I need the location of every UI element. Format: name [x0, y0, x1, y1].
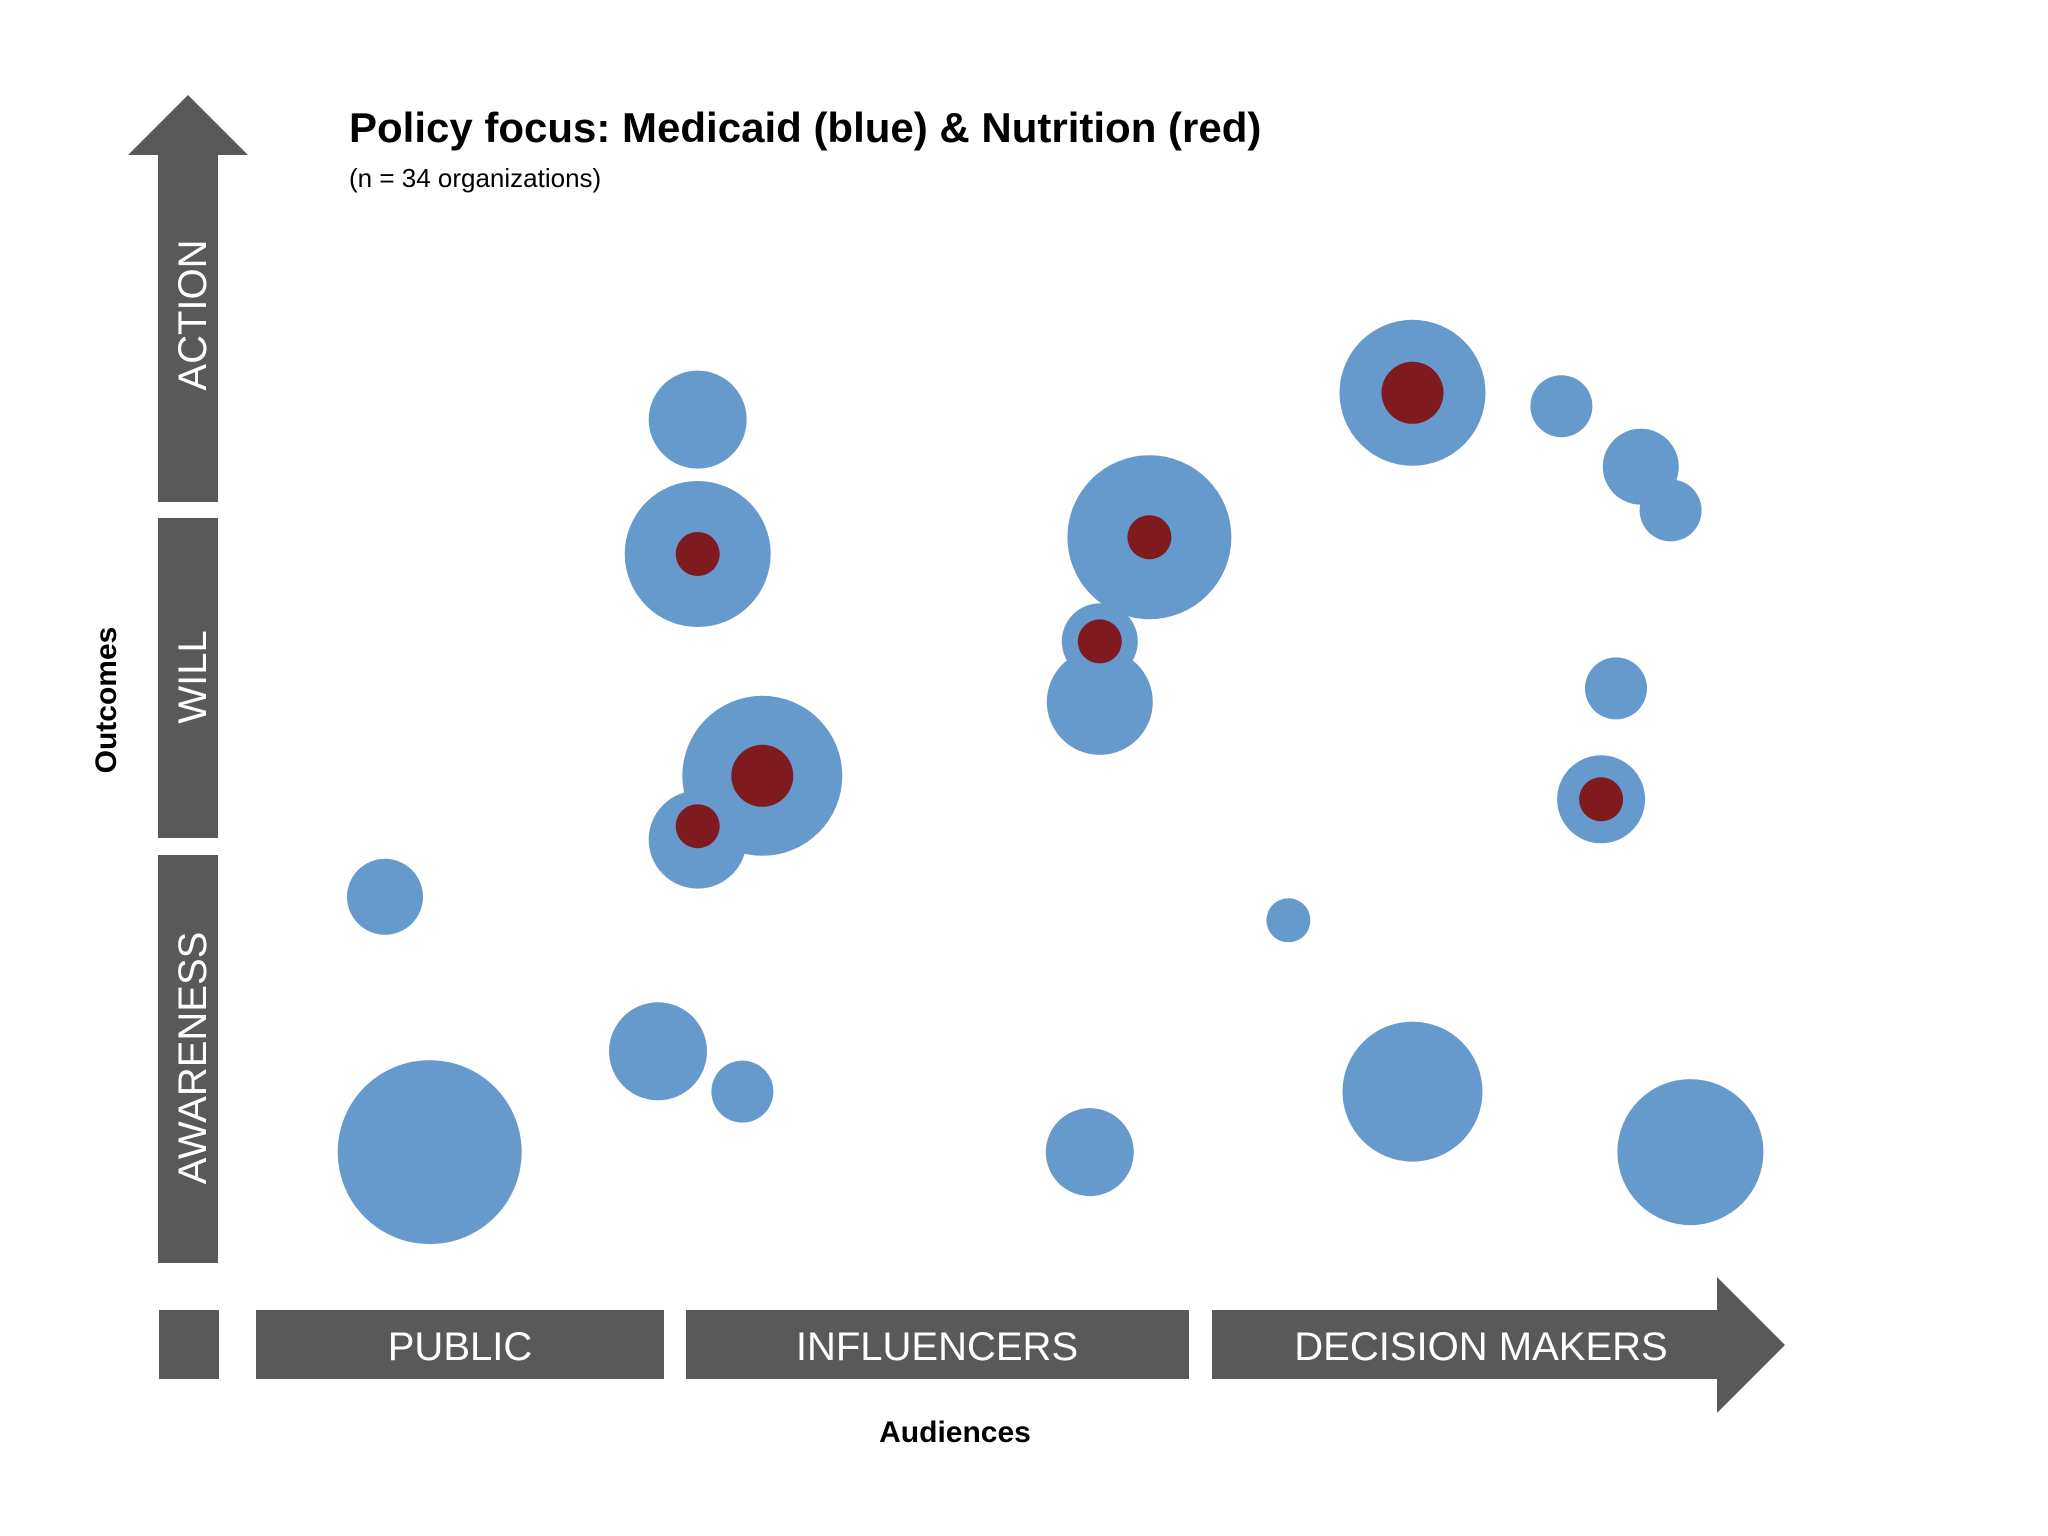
nutrition-bubble-7	[1579, 777, 1624, 822]
chart-title: Policy focus: Medicaid (blue) & Nutritio…	[349, 104, 1261, 151]
medicaid-bubble-14	[1342, 1021, 1483, 1162]
x-group-band-influencers	[686, 1310, 1189, 1379]
nutrition-bubble-2	[731, 744, 794, 807]
x-axis-arrow: PUBLIC INFLUENCERS DECISION MAKERS	[159, 1277, 1785, 1413]
medicaid-bubble-10	[1046, 648, 1153, 755]
x-axis-title: Audiences	[879, 1416, 1031, 1449]
y-axis-title: Outcomes	[90, 627, 123, 774]
y-level-label-action: ACTION	[171, 239, 215, 390]
medicaid-bubble-19	[1585, 657, 1647, 720]
nutrition-series	[675, 361, 1624, 849]
y-level-label-awareness: AWARENESS	[171, 932, 215, 1185]
x-axis-corner-block	[159, 1310, 219, 1379]
y-level-band-will	[158, 518, 218, 838]
x-axis-arrowhead	[1717, 1277, 1785, 1413]
y-axis-arrow: ACTION WILL AWARENESS	[128, 95, 248, 1263]
medicaid-bubble-8	[648, 370, 747, 469]
x-group-band-decision-makers	[1212, 1310, 1717, 1379]
y-level-band-awareness	[158, 855, 218, 1263]
medicaid-series	[337, 319, 1764, 1245]
x-group-band-public	[256, 1310, 664, 1379]
medicaid-bubble-13	[1266, 898, 1311, 943]
medicaid-bubble-18	[1639, 479, 1702, 542]
y-axis-arrowhead	[128, 95, 248, 155]
nutrition-bubble-3	[675, 532, 720, 576]
y-level-band-action	[158, 155, 218, 502]
medicaid-bubble-2	[347, 858, 423, 935]
x-group-label-public: PUBLIC	[388, 1325, 533, 1369]
medicaid-bubble-4	[711, 1060, 774, 1123]
chart-subtitle: (n = 34 organizations)	[349, 163, 601, 193]
x-group-label-decision-makers: DECISION MAKERS	[1294, 1325, 1667, 1369]
medicaid-bubble-9	[1045, 1108, 1134, 1197]
x-group-label-influencers: INFLUENCERS	[796, 1325, 1078, 1369]
nutrition-bubble-4	[1077, 619, 1122, 664]
nutrition-bubble-6	[1381, 361, 1444, 424]
medicaid-bubble-21	[1617, 1079, 1764, 1226]
medicaid-bubble-16	[1530, 375, 1593, 438]
medicaid-bubble-3	[609, 1002, 707, 1101]
nutrition-bubble-5	[1127, 515, 1172, 560]
y-level-label-will: WILL	[171, 630, 215, 723]
medicaid-bubble-1	[337, 1060, 522, 1245]
nutrition-bubble-1	[675, 804, 720, 849]
